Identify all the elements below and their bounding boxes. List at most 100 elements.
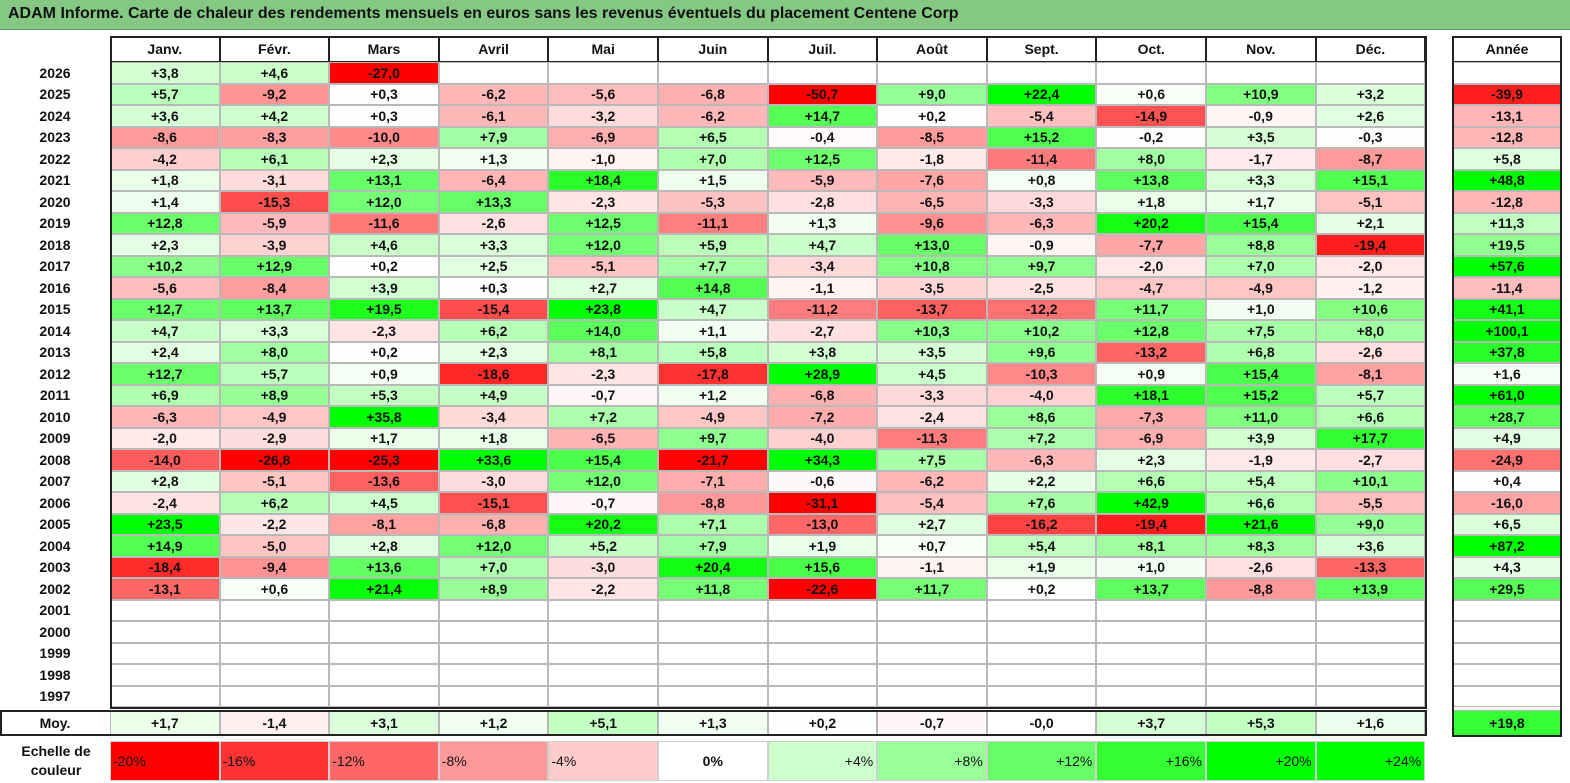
heat-cell [658, 642, 768, 664]
heat-cell: -15,3 [219, 191, 330, 213]
heat-cell: -3,5 [877, 277, 987, 299]
color-scale-swatch: 0% [658, 741, 768, 781]
heat-cell [329, 664, 439, 686]
year-label-2002: 2002 [39, 580, 71, 597]
average-annual-cell: +19,8 [1452, 709, 1562, 736]
heat-cell: -7,3 [1096, 406, 1206, 428]
annual-cell [1452, 642, 1562, 664]
heat-cell: +8,9 [219, 384, 330, 406]
heat-cell: +0,6 [219, 578, 330, 600]
heat-cell: +21,6 [1206, 513, 1316, 535]
average-cell: -0,0 [986, 709, 1097, 736]
heat-cell: +35,8 [329, 406, 439, 428]
heat-cell: -3,3 [877, 384, 987, 406]
heat-cell: +0,6 [1096, 83, 1206, 105]
annual-cell: -16,0 [1452, 492, 1562, 514]
color-scale-swatch: +12% [986, 741, 1097, 781]
heat-cell: -6,8 [658, 83, 768, 105]
annual-cell: -12,8 [1452, 191, 1562, 213]
heat-cell: +6,6 [1206, 492, 1316, 514]
heat-cell: -8,4 [219, 277, 330, 299]
heat-cell: +12,0 [329, 191, 439, 213]
heat-cell: -13,6 [329, 470, 439, 492]
year-label-2023: 2023 [39, 129, 71, 146]
heat-cell: +8,3 [1206, 535, 1316, 557]
heat-cell: -0,2 [1096, 126, 1206, 148]
year-label-2015: 2015 [39, 301, 71, 318]
heat-cell: -8,7 [1315, 148, 1426, 170]
heat-cell: -2,6 [1315, 341, 1426, 363]
year-label-2022: 2022 [39, 150, 71, 167]
color-scale-swatch: -20% [110, 741, 220, 781]
heat-cell: -1,1 [767, 277, 878, 299]
heat-cell [110, 642, 220, 664]
heat-cell [986, 62, 1097, 84]
heat-cell: -6,2 [438, 83, 549, 105]
heat-cell: +0,2 [329, 341, 439, 363]
heat-cell: -11,3 [877, 427, 987, 449]
heat-cell: -6,9 [548, 126, 658, 148]
heat-cell [1206, 621, 1316, 643]
annual-cell: +19,5 [1452, 234, 1562, 256]
heat-cell [548, 599, 658, 621]
heat-cell [219, 599, 330, 621]
average-cell: +0,2 [767, 709, 878, 736]
heat-cell [329, 642, 439, 664]
heat-cell: +2,8 [329, 535, 439, 557]
heat-cell: +10,2 [110, 255, 220, 277]
heat-cell: +3,8 [110, 62, 220, 84]
annual-cell: +28,7 [1452, 406, 1562, 428]
heat-cell: +8,0 [219, 341, 330, 363]
year-label-2009: 2009 [39, 430, 71, 447]
heat-cell: +20,4 [658, 556, 768, 578]
heat-cell: +13,3 [438, 191, 549, 213]
heat-cell: -0,3 [1315, 126, 1426, 148]
year-label-2010: 2010 [39, 408, 71, 425]
heat-cell: -3,0 [438, 470, 549, 492]
heat-cell: -16,2 [986, 513, 1097, 535]
title-bar: ADAM Informe. Carte de chaleur des rende… [0, 0, 1570, 30]
heat-cell [110, 685, 220, 707]
heat-cell: +0,9 [1096, 363, 1206, 385]
heat-cell: -31,1 [767, 492, 878, 514]
heat-cell: +15,4 [1206, 212, 1316, 234]
heat-cell [986, 599, 1097, 621]
heat-cell: -5,6 [548, 83, 658, 105]
heat-cell: -7,7 [1096, 234, 1206, 256]
heat-cell: +0,7 [877, 535, 987, 557]
heat-cell: -11,4 [986, 148, 1097, 170]
heat-cell: -8,1 [1315, 363, 1426, 385]
heat-cell: +23,8 [548, 298, 658, 320]
heat-cell [1096, 685, 1206, 707]
heat-cell [658, 685, 768, 707]
annual-cell: -13,1 [1452, 105, 1562, 127]
chart-title: ADAM Informe. Carte de chaleur des rende… [8, 5, 959, 22]
heat-cell: +7,7 [658, 255, 768, 277]
heat-cell: -15,4 [438, 298, 549, 320]
heat-cell: -2,9 [219, 427, 330, 449]
heat-cell: +8,1 [548, 341, 658, 363]
heat-cell: -0,7 [548, 384, 658, 406]
year-label-2001: 2001 [39, 602, 71, 619]
heat-cell: -5,5 [1315, 492, 1426, 514]
heat-cell: -25,3 [329, 449, 439, 471]
heat-cell: +2,1 [1315, 212, 1426, 234]
annual-cell: +87,2 [1452, 535, 1562, 557]
heat-cell: -8,6 [110, 126, 220, 148]
heat-cell: -7,6 [877, 169, 987, 191]
heat-cell: +15,4 [1206, 363, 1316, 385]
heat-cell: -5,4 [986, 105, 1097, 127]
heat-cell: -8,3 [219, 126, 330, 148]
heat-cell: +11,7 [877, 578, 987, 600]
heat-cell: +7,1 [658, 513, 768, 535]
heat-cell: +6,8 [1206, 341, 1316, 363]
heat-cell: -2,6 [1206, 556, 1316, 578]
month-header-9: Sept. [986, 36, 1097, 62]
annual-cell: +0,4 [1452, 470, 1562, 492]
year-label-2014: 2014 [39, 322, 71, 339]
heat-cell: -4,0 [986, 384, 1097, 406]
heat-cell: -2,6 [438, 212, 549, 234]
heat-cell: +4,2 [219, 105, 330, 127]
heat-cell [329, 599, 439, 621]
heat-cell [1315, 642, 1426, 664]
